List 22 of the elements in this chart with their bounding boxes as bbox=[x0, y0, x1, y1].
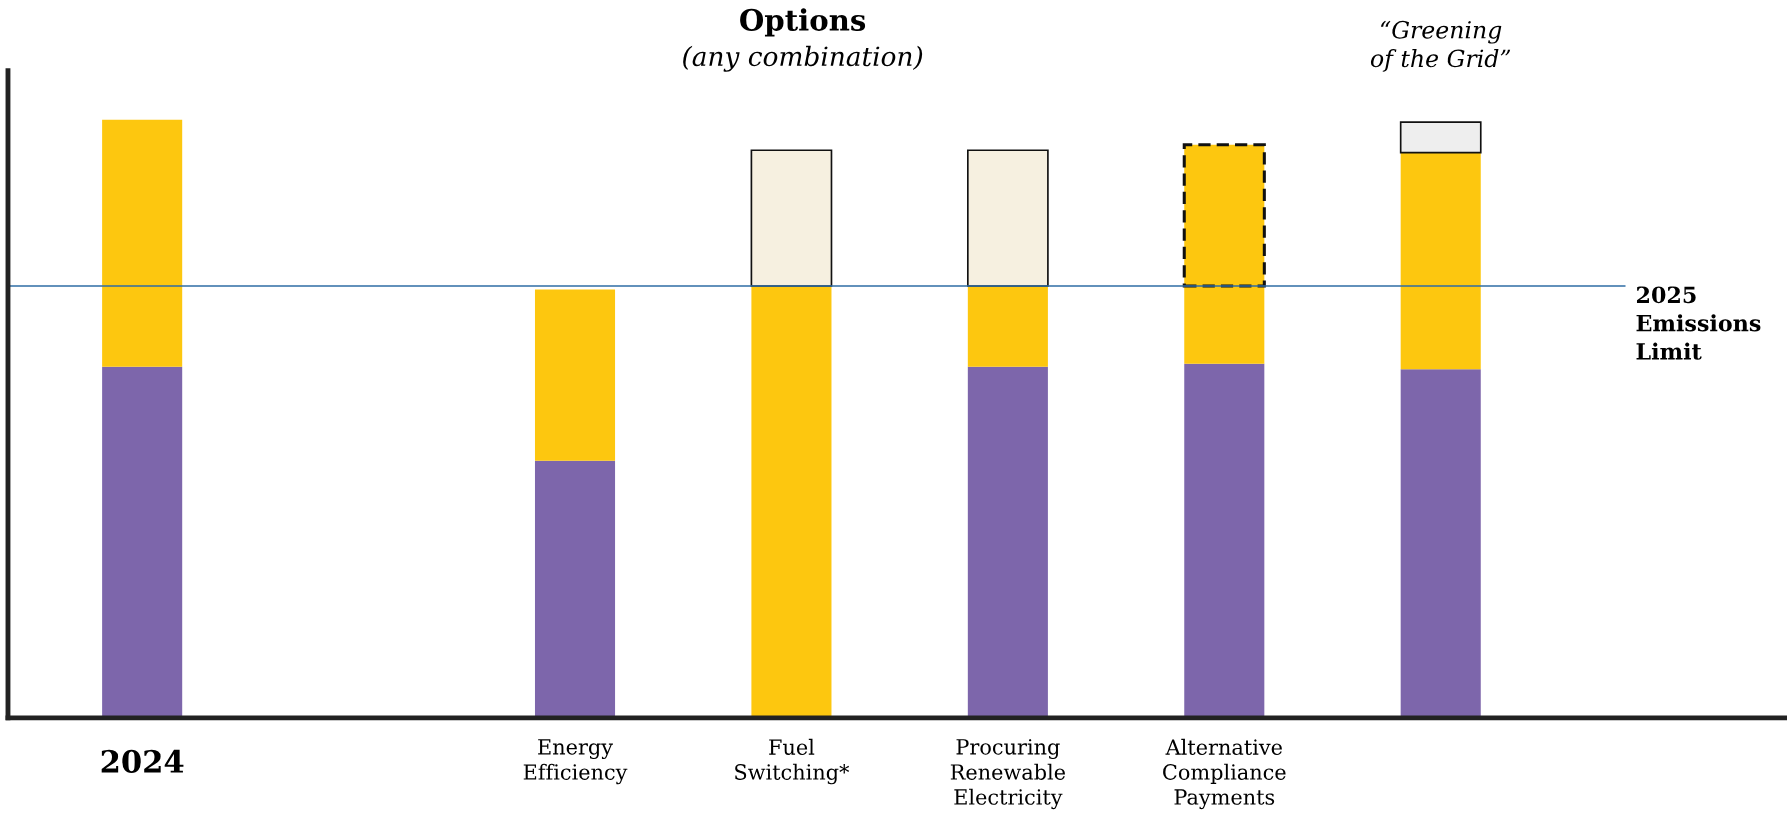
bar bbox=[1400, 369, 1481, 718]
chart-subtitle: (any combination) bbox=[683, 45, 923, 72]
text: “Greening of the Grid” bbox=[1370, 20, 1511, 72]
x-tick-label: Alternative Compliance Payments bbox=[1163, 738, 1286, 810]
bar bbox=[1400, 152, 1481, 370]
bar bbox=[1399, 121, 1482, 154]
ref-line-label: 2025 Emissions Limit bbox=[1636, 286, 1761, 360]
bar bbox=[534, 289, 616, 461]
bar bbox=[102, 366, 183, 718]
bar bbox=[1184, 363, 1265, 718]
bar bbox=[102, 119, 183, 367]
chart-title: Options bbox=[740, 8, 866, 37]
x-tick-label: Fuel Switching* bbox=[735, 738, 850, 785]
x-tick-label: 2024 bbox=[101, 749, 184, 773]
bar bbox=[751, 286, 832, 718]
bar bbox=[967, 286, 1048, 367]
bar bbox=[750, 149, 833, 287]
x-tick-label: Energy Efficiency bbox=[523, 739, 628, 785]
bar bbox=[966, 149, 1049, 287]
bar bbox=[534, 460, 616, 718]
x-tick-label: Procuring Renewable Electricity bbox=[950, 739, 1065, 810]
bar bbox=[967, 366, 1048, 718]
